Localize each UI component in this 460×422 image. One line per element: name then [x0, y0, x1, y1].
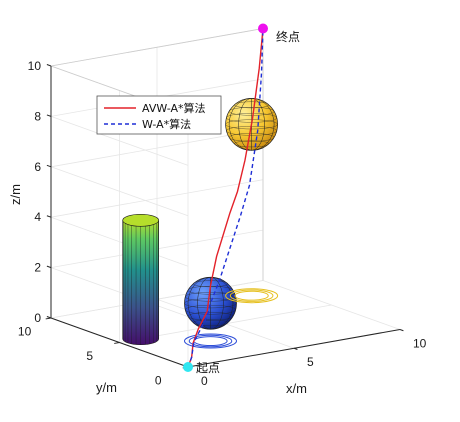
x-tick-label: 0 [201, 374, 208, 388]
end-marker [258, 23, 268, 34]
x-tick [293, 347, 298, 350]
cylinder-top [122, 214, 159, 227]
legend-box [96, 95, 222, 135]
box-edge [50, 28, 264, 67]
x-tick [399, 329, 404, 332]
z-tick-label: 8 [34, 109, 41, 123]
y-tick-label: 0 [155, 373, 162, 387]
contour-ellipse [234, 290, 269, 301]
series-layer [187, 28, 264, 368]
z-tick [46, 164, 52, 168]
series-line-wa [187, 28, 264, 368]
y-tick-label: 5 [86, 349, 93, 363]
z-axis-label: z/m [8, 184, 23, 205]
start-marker [183, 362, 193, 372]
z-tick-label: 2 [34, 261, 41, 275]
legend: AVW-A*算法 W-A*算法 [96, 95, 222, 135]
z-tick [46, 64, 52, 67]
sphere-latitude [234, 140, 270, 148]
contour-ellipse [184, 333, 237, 349]
z-tick-label: 6 [34, 160, 41, 174]
z-tick [46, 316, 52, 319]
marker-layer [183, 23, 268, 372]
contour-ellipse [188, 334, 233, 348]
x-tick-label: 10 [413, 336, 427, 350]
y-tick-label: 10 [18, 324, 32, 338]
cylinder-obstacle [122, 214, 159, 346]
z-tick-label: 0 [34, 311, 41, 325]
end-label: 终点 [276, 29, 300, 44]
contour-ellipse [229, 289, 274, 302]
y-axis-label: y/m [96, 380, 117, 395]
sphere-latitude [193, 319, 228, 327]
sphere-latitude [184, 298, 237, 309]
x-axis-label: x/m [286, 381, 307, 396]
x-tick-label: 5 [307, 355, 314, 369]
obstacle-layer [122, 97, 279, 349]
contour-ring [225, 288, 279, 304]
z-tick-label: 4 [34, 210, 41, 224]
sphere-latitude [187, 311, 234, 321]
contour-ellipse [193, 336, 228, 347]
z-tick [46, 265, 52, 269]
sphere-latitude [228, 107, 275, 116]
sphere-longitude [228, 98, 275, 151]
sphere-latitude [225, 119, 278, 130]
legend-label-wa: W-A*算法 [142, 117, 191, 131]
z-tick [46, 215, 52, 218]
contour-ellipse [225, 288, 279, 304]
z-tick-label: 10 [28, 59, 42, 73]
sphere-latitude [234, 101, 270, 109]
legend-label-avw: AVW-A*算法 [142, 101, 206, 115]
sphere-longitude [187, 277, 234, 330]
sphere-latitude [228, 133, 275, 142]
sphere-obstacle [184, 276, 237, 330]
z-tick [46, 114, 52, 117]
y-tick [114, 342, 120, 344]
start-label: 起点 [196, 361, 220, 375]
